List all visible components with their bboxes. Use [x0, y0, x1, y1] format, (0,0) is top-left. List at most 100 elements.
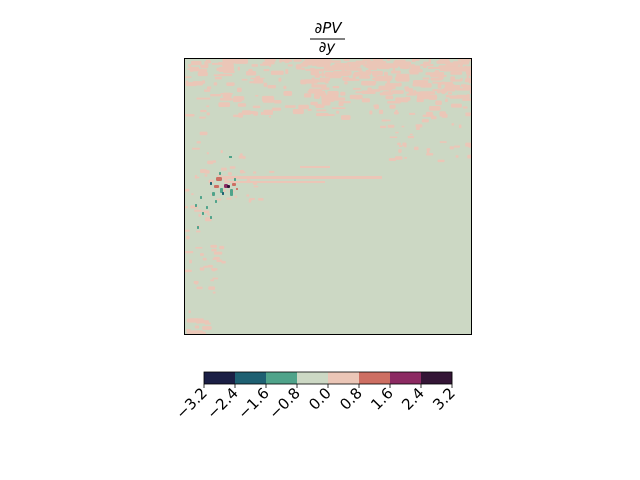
positive-patch-243 [189, 68, 194, 72]
positive-patch-394 [404, 156, 408, 159]
positive-patch-221 [210, 94, 222, 97]
positive-patch-52 [236, 87, 242, 93]
positive-patch-212 [439, 58, 450, 61]
positive-patch-111 [185, 114, 195, 117]
positive-patch-409 [430, 116, 437, 120]
positive-patch-184 [362, 60, 365, 63]
positive-patch-280 [404, 86, 409, 90]
positive-patch-22 [260, 112, 263, 115]
positive-patch-210 [204, 63, 209, 67]
positive-patch-180 [267, 84, 276, 89]
positive-patch-53 [271, 107, 282, 111]
positive-patch-23 [352, 73, 356, 80]
positive-patch-70 [344, 81, 348, 85]
positive-patch-436 [212, 160, 217, 163]
positive-patch-504 [229, 166, 236, 169]
positive-patch-74 [313, 103, 321, 106]
colorbar-tick-label-0: −3.2 [172, 384, 210, 422]
positive-patch-263 [314, 92, 323, 97]
positive-patch-273 [303, 93, 312, 98]
positive-patch-422 [198, 213, 202, 217]
positive-patch-418 [381, 119, 387, 122]
positive-patch-382 [394, 156, 403, 160]
positive-patch-307 [357, 67, 362, 72]
positive-patch-125 [295, 64, 302, 70]
positive-patch-290 [305, 68, 322, 71]
positive-patch-453 [202, 80, 206, 84]
positive-patch-492 [220, 150, 223, 154]
negative-speck-539 [200, 196, 202, 199]
positive-patch-116 [268, 115, 271, 118]
positive-patch-426 [206, 86, 212, 90]
positive-patch-437 [184, 188, 190, 192]
positive-patch-80 [352, 87, 361, 90]
positive-patch-475 [194, 325, 200, 329]
positive-patch-351 [420, 83, 432, 88]
positive-patch-165 [378, 109, 384, 115]
positive-patch-300 [447, 92, 453, 95]
positive-patch-364 [340, 91, 346, 96]
positive-patch-337 [444, 83, 455, 89]
positive-patch-19 [450, 103, 462, 108]
positive-patch-347 [464, 79, 472, 83]
positive-patch-373 [362, 81, 376, 86]
positive-patch-305 [344, 70, 352, 76]
positive-patch-355 [432, 89, 440, 92]
positive-patch-419 [404, 145, 407, 148]
positive-patch-102 [392, 67, 396, 71]
positive-patch-343 [408, 69, 423, 73]
positive-patch-371 [450, 79, 462, 82]
positive-patch-68 [263, 82, 268, 87]
negative-speck-544 [210, 216, 212, 219]
positive-patch-407 [454, 145, 461, 148]
positive-patch-292 [332, 97, 346, 101]
positive-patch-445 [196, 176, 200, 179]
positive-patch-195 [369, 110, 373, 115]
positive-patch-284 [332, 71, 349, 76]
positive-patch-484 [217, 174, 222, 177]
positive-patch-333 [400, 61, 412, 66]
dipole-cell-532 [230, 189, 233, 196]
positive-patch-459 [195, 282, 198, 285]
positive-patch-286 [304, 79, 320, 82]
positive-patch-158 [373, 104, 378, 107]
positive-patch-76 [198, 68, 205, 75]
positive-patch-338 [372, 78, 381, 81]
positive-patch-441 [191, 147, 200, 150]
positive-patch-346 [467, 73, 471, 76]
positive-patch-510 [240, 171, 246, 174]
positive-patch-334 [309, 88, 315, 93]
positive-patch-167 [432, 81, 438, 84]
positive-patch-381 [413, 146, 419, 151]
positive-patch-399 [465, 112, 472, 115]
colorbar-band-2 [266, 372, 298, 384]
positive-patch-404 [468, 144, 472, 148]
plot-area [184, 58, 472, 335]
positive-patch-469 [204, 174, 208, 177]
positive-patch-500 [216, 198, 222, 201]
positive-patch-449 [206, 152, 209, 155]
field-features [184, 58, 472, 335]
chart-title: ∂PV ∂y [310, 19, 345, 56]
colorbar-tick-label-3: −0.8 [265, 384, 303, 422]
positive-patch-200 [435, 100, 442, 106]
positive-patch-372 [315, 62, 331, 66]
positive-patch-185 [262, 112, 270, 115]
positive-patch-391 [437, 159, 445, 163]
positive-patch-217 [255, 94, 259, 97]
positive-patch-514 [202, 257, 207, 261]
positive-patch-192 [331, 107, 346, 109]
positive-patch-255 [222, 61, 234, 67]
positive-patch-431 [191, 193, 194, 196]
positive-patch-140 [255, 76, 259, 79]
positive-patch-287 [312, 90, 326, 94]
positive-patch-270 [332, 85, 340, 89]
positive-patch-100 [213, 74, 225, 77]
colorbar-tick-label-7: 2.4 [398, 384, 428, 414]
positive-patch-402 [426, 153, 434, 156]
positive-patch-506 [246, 179, 251, 183]
positive-patch-496 [234, 195, 238, 198]
positive-patch-81 [184, 76, 192, 78]
positive-patch-481 [204, 322, 211, 325]
positive-patch-312 [384, 75, 393, 80]
